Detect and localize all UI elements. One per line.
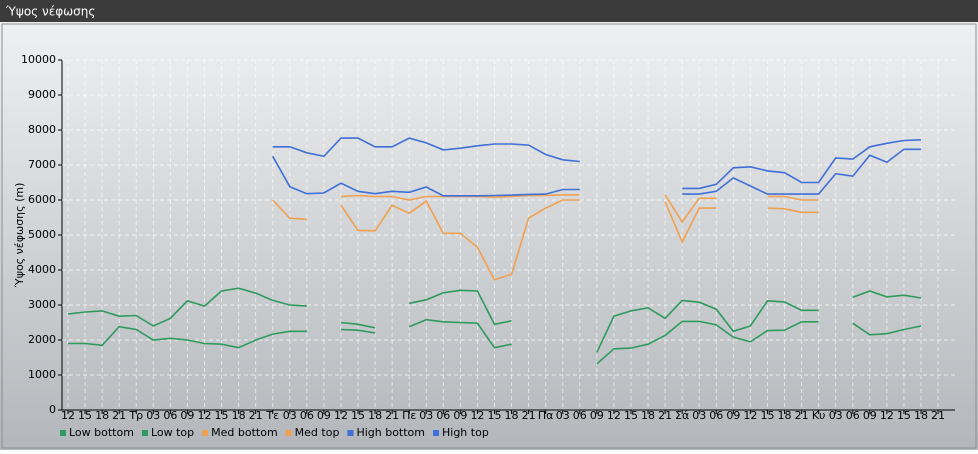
x-tick-label: 03 [146, 409, 160, 422]
chart-title: Ύψος νέφωσης [5, 5, 95, 19]
x-tick-label: 21 [385, 409, 399, 422]
x-tick-label: 21 [795, 409, 809, 422]
y-tick-label: 7000 [28, 158, 56, 171]
x-tick-label: 12 [470, 409, 484, 422]
legend-marker [60, 430, 66, 436]
legend-label: Low top [151, 426, 194, 439]
x-tick-label: 12 [743, 409, 757, 422]
x-tick-label: 18 [778, 409, 792, 422]
x-tick-label: Σά [675, 409, 689, 422]
x-tick-label: Πα [538, 409, 554, 422]
x-tick-label: 15 [351, 409, 365, 422]
series-line [68, 318, 922, 365]
x-tick-label: 18 [641, 409, 655, 422]
y-tick-label: 8000 [28, 123, 56, 136]
x-tick-label: Κυ [812, 409, 826, 422]
x-tick-label: 21 [658, 409, 672, 422]
x-tick-label: 18 [232, 409, 246, 422]
x-tick-label: 15 [897, 409, 911, 422]
legend-label: Med bottom [211, 426, 278, 439]
series-line [272, 137, 922, 190]
x-tick-label: 06 [573, 409, 587, 422]
legend-marker [285, 430, 292, 436]
x-tick-label: 12 [607, 409, 621, 422]
x-tick-label: 21 [522, 409, 536, 422]
x-tick-label: 18 [368, 409, 382, 422]
x-tick-label: 18 [914, 409, 928, 422]
x-tick-label: 06 [709, 409, 723, 422]
x-tick-label: Τε [265, 409, 279, 422]
x-tick-label: 21 [931, 409, 945, 422]
legend-marker [202, 430, 209, 436]
x-tick-label: 12 [197, 409, 211, 422]
x-tick-label: 12 [880, 409, 894, 422]
legend-label: Med top [295, 426, 340, 439]
x-tick-label: 15 [760, 409, 774, 422]
x-tick-label: 09 [726, 409, 740, 422]
y-tick-label: 6000 [28, 193, 56, 206]
x-tick-label: 18 [95, 409, 109, 422]
y-tick-label: 2000 [28, 333, 56, 346]
x-tick-label: 15 [78, 409, 92, 422]
title-bar [0, 0, 978, 22]
x-tick-label: 09 [863, 409, 877, 422]
x-tick-label: 21 [249, 409, 263, 422]
legend-label: High top [442, 426, 489, 439]
x-tick-label: 15 [215, 409, 229, 422]
x-tick-label: 12 [334, 409, 348, 422]
legend-label: High bottom [356, 426, 425, 439]
x-tick-label: 03 [419, 409, 433, 422]
y-axis-label: Ύψος νέφωσης (m) [13, 183, 26, 289]
x-tick-label: 03 [829, 409, 843, 422]
legend-marker [433, 430, 439, 436]
series-line [272, 148, 921, 197]
x-tick-label: 15 [624, 409, 638, 422]
x-tick-label: 06 [436, 409, 450, 422]
legend-marker [141, 430, 148, 436]
x-tick-label: Πε [402, 409, 416, 422]
x-tick-label: 18 [505, 409, 519, 422]
x-tick-label: 09 [453, 409, 467, 422]
x-tick-label: 15 [488, 409, 502, 422]
y-tick-label: 3000 [28, 298, 56, 311]
y-tick-label: 4000 [28, 263, 56, 276]
series-line [272, 199, 819, 281]
x-tick-label: 21 [112, 409, 126, 422]
x-tick-label: 06 [163, 409, 177, 422]
x-tick-label: 12 [61, 409, 75, 422]
legend-label: Low bottom [69, 426, 134, 439]
x-tick-label: 06 [300, 409, 314, 422]
x-tick-label: 09 [180, 409, 194, 422]
frame [1, 23, 977, 449]
y-tick-label: 1000 [28, 368, 56, 381]
y-tick-label: 10000 [21, 53, 56, 66]
legend-marker [347, 430, 354, 436]
x-tick-label: 03 [692, 409, 706, 422]
x-tick-label: 03 [283, 409, 297, 422]
x-tick-label: 06 [846, 409, 860, 422]
y-tick-label: 9000 [28, 88, 56, 101]
x-tick-label: 09 [590, 409, 604, 422]
x-tick-label: 03 [556, 409, 570, 422]
y-tick-label: 5000 [28, 228, 56, 241]
x-tick-label: Τρ [128, 409, 143, 422]
x-tick-label: 09 [317, 409, 331, 422]
series-line [67, 287, 922, 353]
y-tick-label: 0 [49, 403, 56, 416]
